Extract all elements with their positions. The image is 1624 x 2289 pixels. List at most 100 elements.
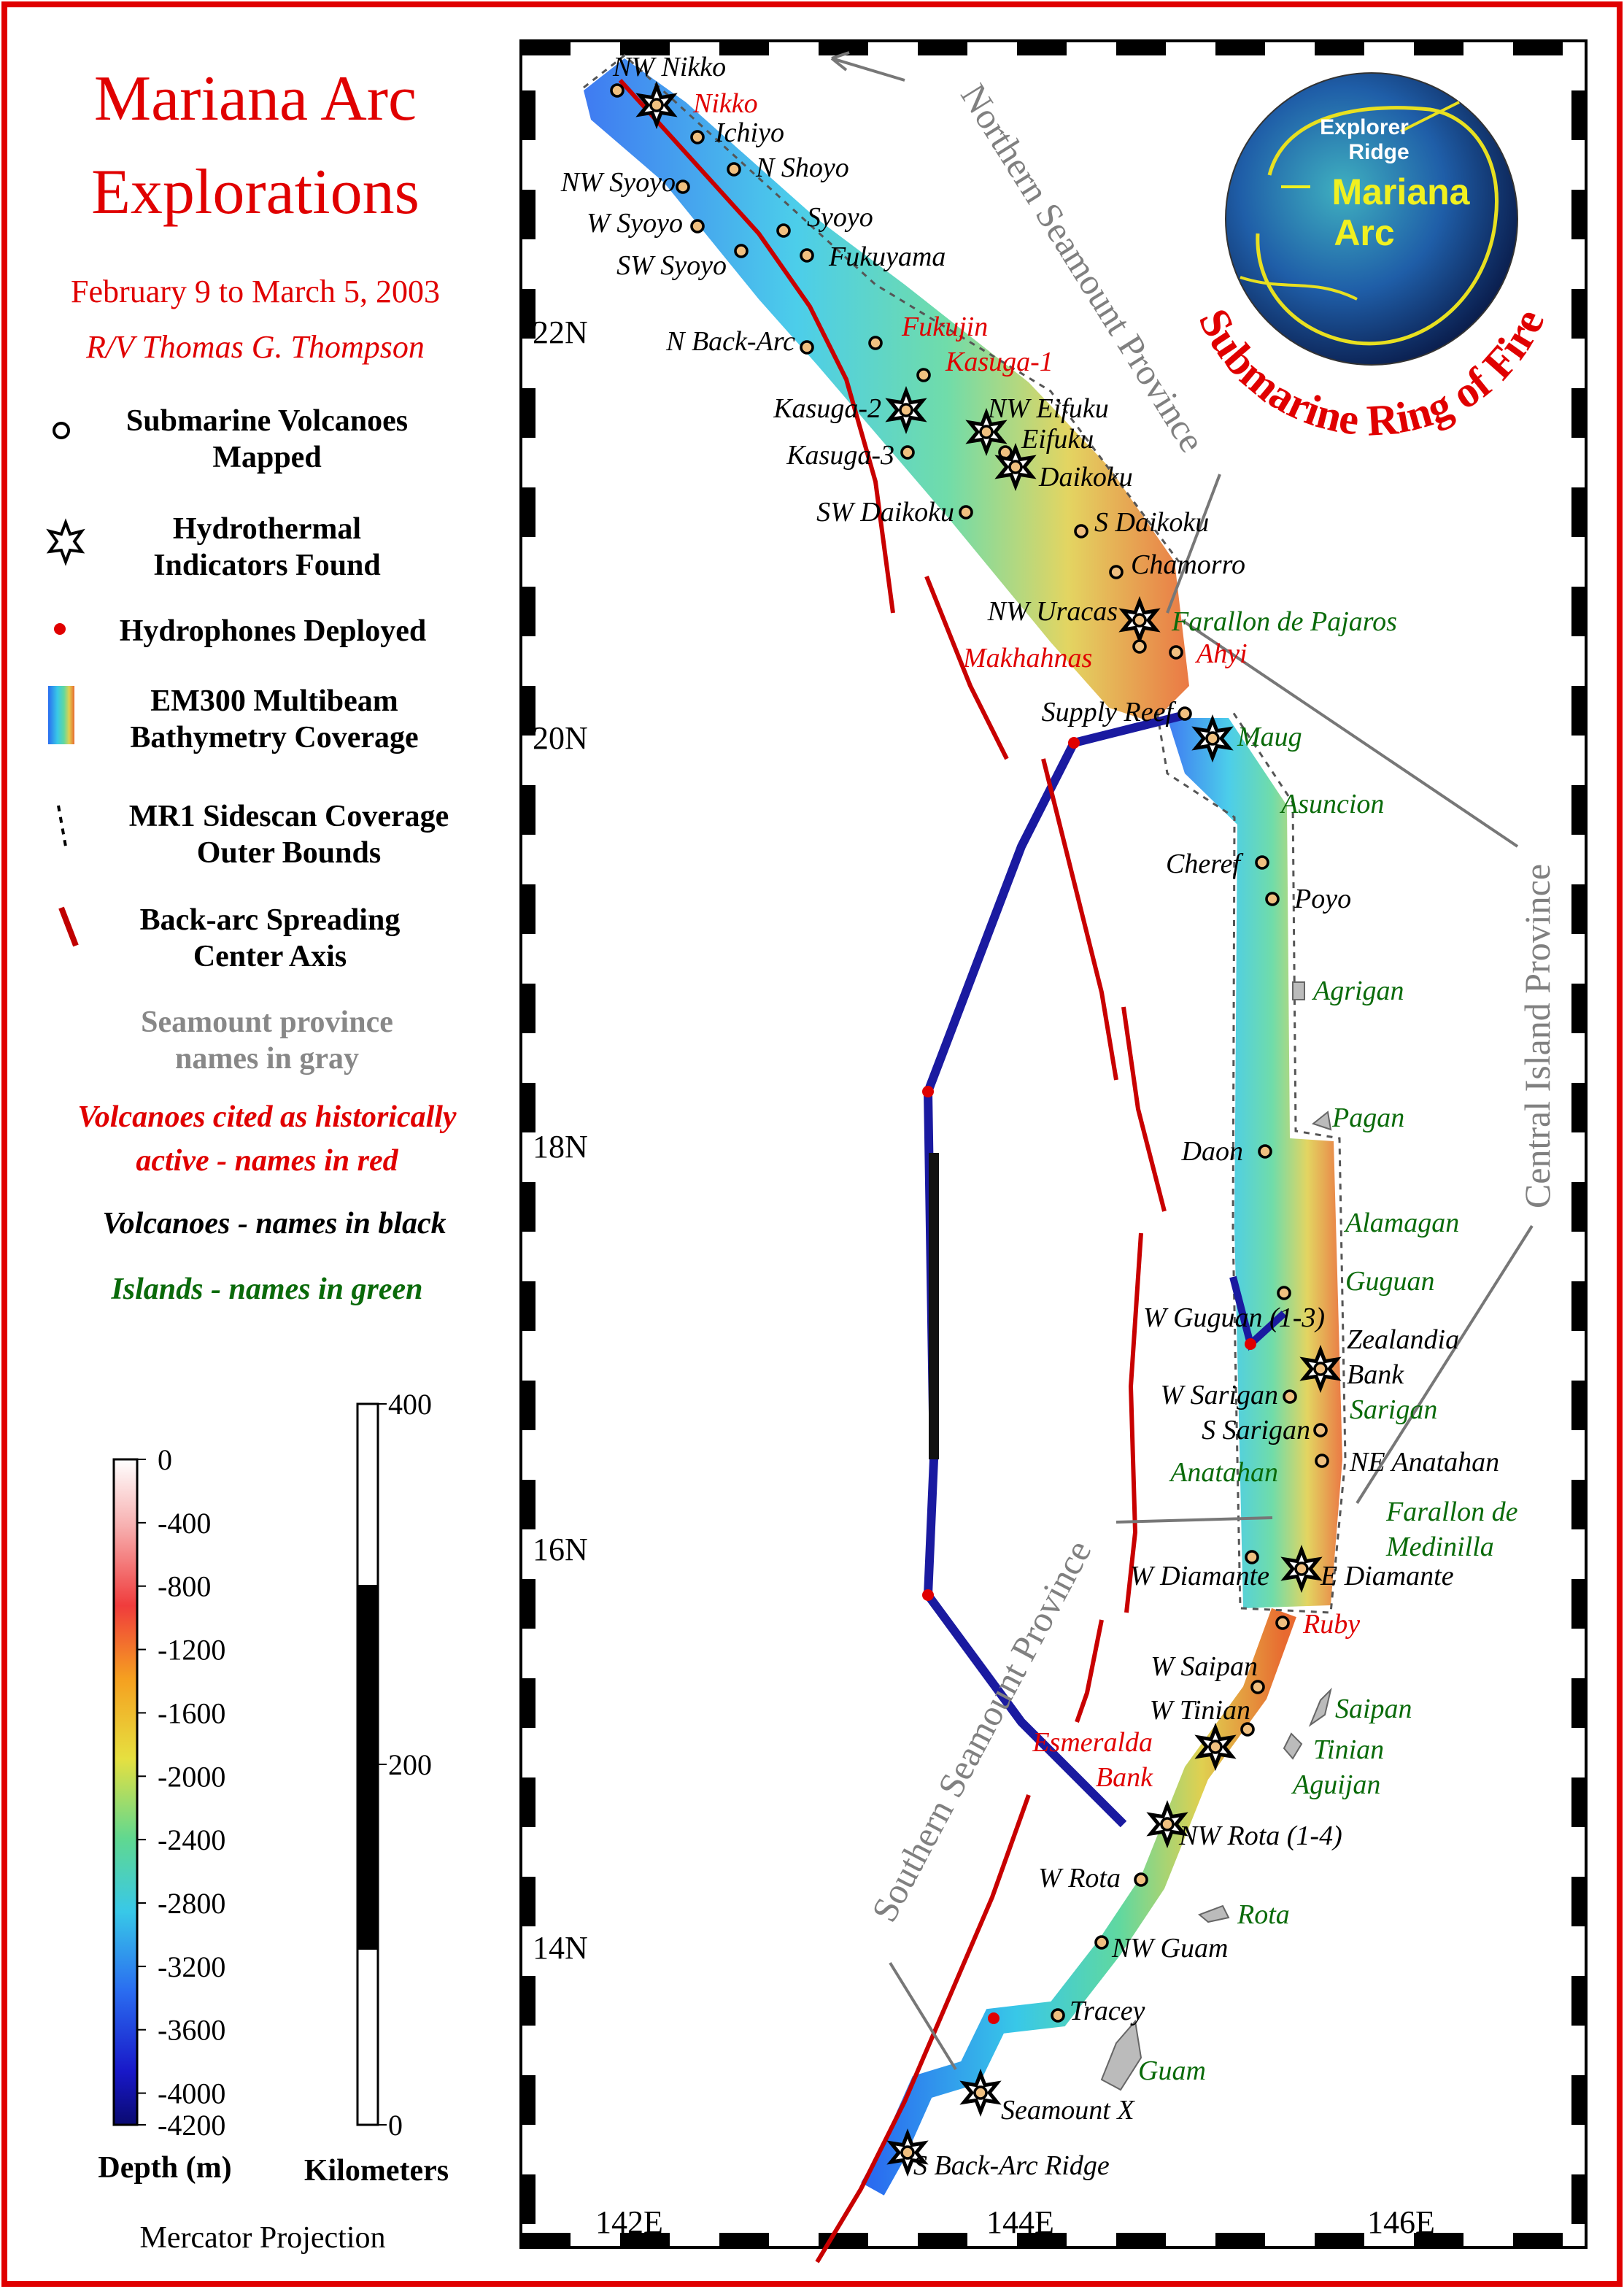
- volcano-marker: [973, 2085, 988, 2100]
- plate-outline: [1256, 106, 1499, 346]
- feature-label: W Sarigan: [1161, 1380, 1279, 1410]
- volcano-marker: [899, 403, 913, 417]
- volcano-marker: [900, 2145, 915, 2160]
- swath-icon: [48, 686, 74, 744]
- border-check: [1571, 1182, 1586, 1232]
- depth-tick-label: -3600: [158, 2014, 225, 2047]
- depth-tick-label: -800: [158, 1570, 211, 1603]
- depth-tick-label: -3200: [158, 1950, 225, 1983]
- legend-text: Bathymetry Coverage: [130, 721, 418, 754]
- volcano-marker: [676, 180, 690, 194]
- spreading-axis: [1075, 1619, 1104, 1723]
- distance-title: Kilometers: [304, 2154, 449, 2188]
- border-check: [1116, 2233, 1166, 2247]
- volcano-marker: [776, 223, 791, 238]
- volcano-marker: [800, 340, 814, 355]
- hydrophone: [922, 1086, 934, 1097]
- border-check: [1571, 2174, 1586, 2224]
- depth-tick-label: -1600: [158, 1697, 225, 1729]
- latitude-label: 18N: [533, 1129, 588, 1165]
- distance-tick-label: 400: [388, 1388, 432, 1421]
- feature-label: Zealandia: [1347, 1324, 1459, 1355]
- feature-label: Aguijan: [1291, 1769, 1380, 1800]
- island-shape: [1311, 1111, 1332, 1131]
- volcano-marker: [1250, 1680, 1265, 1694]
- border-check: [719, 41, 769, 55]
- feature-label: W Saipan: [1151, 1651, 1258, 1682]
- island-shape: [1292, 981, 1305, 1000]
- volcano-marker: [1277, 1286, 1291, 1300]
- volcano-marker: [690, 219, 705, 233]
- feature-label: Eifuku: [1021, 424, 1094, 455]
- legend-text: Islands - names in green: [110, 1273, 422, 1306]
- border-check: [1571, 289, 1586, 339]
- feature-label: Kasuga-1: [945, 347, 1053, 377]
- feature-label: Asuncion: [1279, 789, 1384, 819]
- volcano-marker: [800, 248, 814, 263]
- feature-label: SW Daikoku: [816, 497, 954, 528]
- globe-label: Arc: [1334, 212, 1394, 253]
- legend-text: MR1 Sidescan Coverage: [129, 800, 449, 833]
- border-check: [521, 1083, 535, 1132]
- feature-label: Agrigan: [1311, 976, 1404, 1006]
- feature-label: Fukujin: [901, 312, 988, 342]
- legend-text: EM300 Multibeam: [150, 684, 398, 718]
- border-check: [521, 587, 535, 636]
- volcano-marker: [1134, 1872, 1148, 1887]
- legend-text: Submarine Volcanoes: [126, 404, 408, 438]
- feature-label: Farallon de: [1385, 1497, 1518, 1527]
- border-check: [1513, 41, 1563, 55]
- border-check: [1315, 41, 1364, 55]
- feature-label: S Daikoku: [1094, 507, 1209, 538]
- border-check: [521, 884, 535, 934]
- feature-label: NW Uracas: [987, 596, 1118, 627]
- volcano-marker: [1258, 1144, 1272, 1159]
- volcano-marker: [1245, 1550, 1259, 1564]
- feature-label: Maug: [1237, 722, 1302, 752]
- border-check: [1571, 90, 1586, 140]
- globe-label: Explorer: [1320, 115, 1409, 139]
- border-check: [1571, 388, 1586, 438]
- feature-label: Tracey: [1070, 1996, 1145, 2026]
- border-check: [1215, 2233, 1265, 2247]
- border-check: [1571, 2075, 1586, 2125]
- arrow: [1180, 619, 1519, 848]
- legend-text: Volcanoes - names in black: [102, 1207, 446, 1240]
- border-check: [521, 2075, 535, 2125]
- feature-label: Supply Reef: [1042, 697, 1177, 727]
- volcano-marker: [649, 98, 664, 112]
- feature-label: Seamount X: [1001, 2095, 1135, 2126]
- border-check: [620, 2233, 670, 2247]
- feature-label: W Syoyo: [587, 208, 683, 239]
- plate-outline: [1240, 101, 1460, 301]
- map-frame: [519, 39, 1588, 2249]
- border-check: [521, 90, 535, 140]
- arrow: [830, 51, 905, 82]
- feature-label: Fukuyama: [828, 242, 946, 272]
- distance-tick-label: 200: [388, 1748, 432, 1781]
- volcano-marker: [1283, 1389, 1297, 1404]
- legend-text: Volcanoes cited as historically: [77, 1100, 457, 1134]
- volcano-marker: [1094, 1935, 1109, 1950]
- feature-label: Bank: [1096, 1762, 1153, 1793]
- border-check: [918, 41, 967, 55]
- border-check: [1571, 1678, 1586, 1728]
- volcano-marker: [900, 445, 915, 460]
- feature-label: N Back-Arc: [665, 326, 795, 357]
- volcano-marker: [1313, 1362, 1328, 1376]
- feature-label: SW Syoyo: [616, 250, 727, 281]
- depth-tick-label: -2000: [158, 1760, 225, 1793]
- feature-label: Ruby: [1302, 1609, 1360, 1640]
- feature-label: Chamorro: [1131, 549, 1245, 580]
- spreading-axis: [1124, 1232, 1143, 1613]
- volcano-marker: [1160, 1817, 1175, 1831]
- feature-label: NE Anatahan: [1349, 1447, 1499, 1478]
- feature-label: Alamagan: [1343, 1208, 1459, 1238]
- border-check: [1571, 1381, 1586, 1430]
- hydrophone: [1245, 1338, 1256, 1350]
- border-check: [1315, 2233, 1364, 2247]
- depth-tick-label: -400: [158, 1507, 211, 1540]
- spreading-axes: [618, 78, 1167, 2263]
- feature-label: NW Eifuku: [987, 393, 1109, 424]
- globe-label: Mariana: [1332, 171, 1471, 212]
